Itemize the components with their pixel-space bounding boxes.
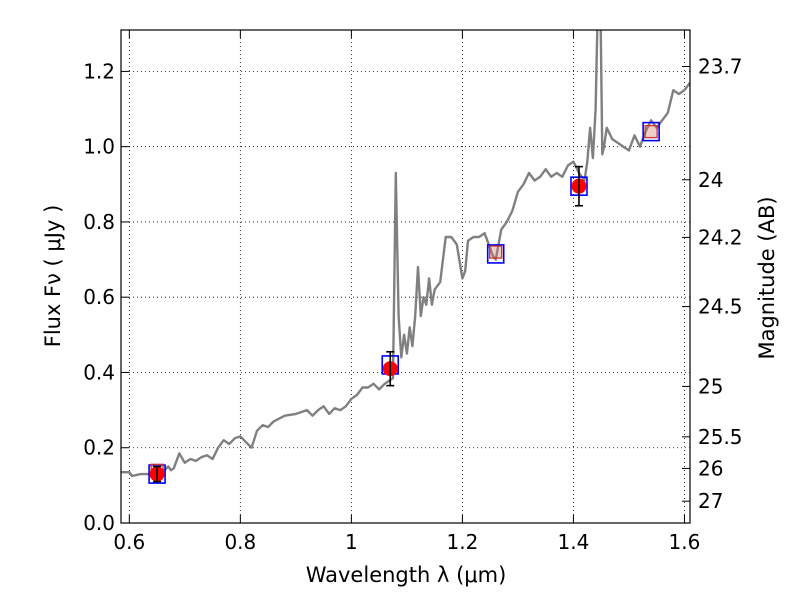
x-tick-label: 0.6 [113, 530, 145, 554]
spectrum-layer [121, 30, 690, 478]
y2-tick-label: 24 [698, 168, 723, 192]
model-photometry-marker [644, 124, 658, 139]
y-tick-label: 0.8 [83, 210, 115, 234]
x-axis-label: Wavelength λ (μm) [306, 563, 507, 587]
ticks [121, 30, 690, 524]
y2-tick-label: 24.2 [698, 225, 743, 249]
grid [121, 30, 690, 524]
y-tick-label: 0.6 [83, 285, 115, 309]
x-tick-label: 1.6 [669, 530, 701, 554]
y2-tick-label: 24.5 [698, 295, 743, 319]
spectrum-line [121, 30, 690, 478]
y2-tick-label: 25 [698, 374, 723, 398]
y-tick-label: 0.4 [83, 360, 115, 384]
markers-layer [148, 121, 660, 484]
y2-tick-label: 27 [698, 489, 723, 513]
y2-tick-label: 26 [698, 456, 723, 480]
y-tick-label: 0.0 [83, 511, 115, 535]
y2-axis-label: Magnitude (AB) [755, 196, 779, 359]
y-tick-label: 1.2 [83, 59, 115, 83]
y-axis-label: Flux Fν ( μJy ) [41, 205, 65, 348]
filter-box-marker [486, 244, 505, 264]
model-photometry-marker [489, 245, 503, 259]
plot-frame [120, 29, 691, 524]
filter-box-marker [642, 121, 660, 142]
x-tick-label: 1.2 [446, 530, 478, 554]
x-tick-label: 1 [345, 530, 358, 554]
y-tick-label: 0.2 [83, 436, 115, 460]
x-tick-label: 1.4 [558, 530, 590, 554]
y2-tick-label: 25.5 [698, 425, 743, 449]
tick-labels: 0.6 0.8 1 1.2 1.4 1.6 0.0 0.2 0.4 0.6 0.8 1.0 1.2 23.… [83, 55, 742, 554]
x-tick-label: 0.8 [224, 530, 256, 554]
y-tick-label: 1.0 [83, 135, 115, 159]
y2-tick-label: 23.7 [698, 55, 743, 79]
filter-box-marker [148, 464, 166, 484]
